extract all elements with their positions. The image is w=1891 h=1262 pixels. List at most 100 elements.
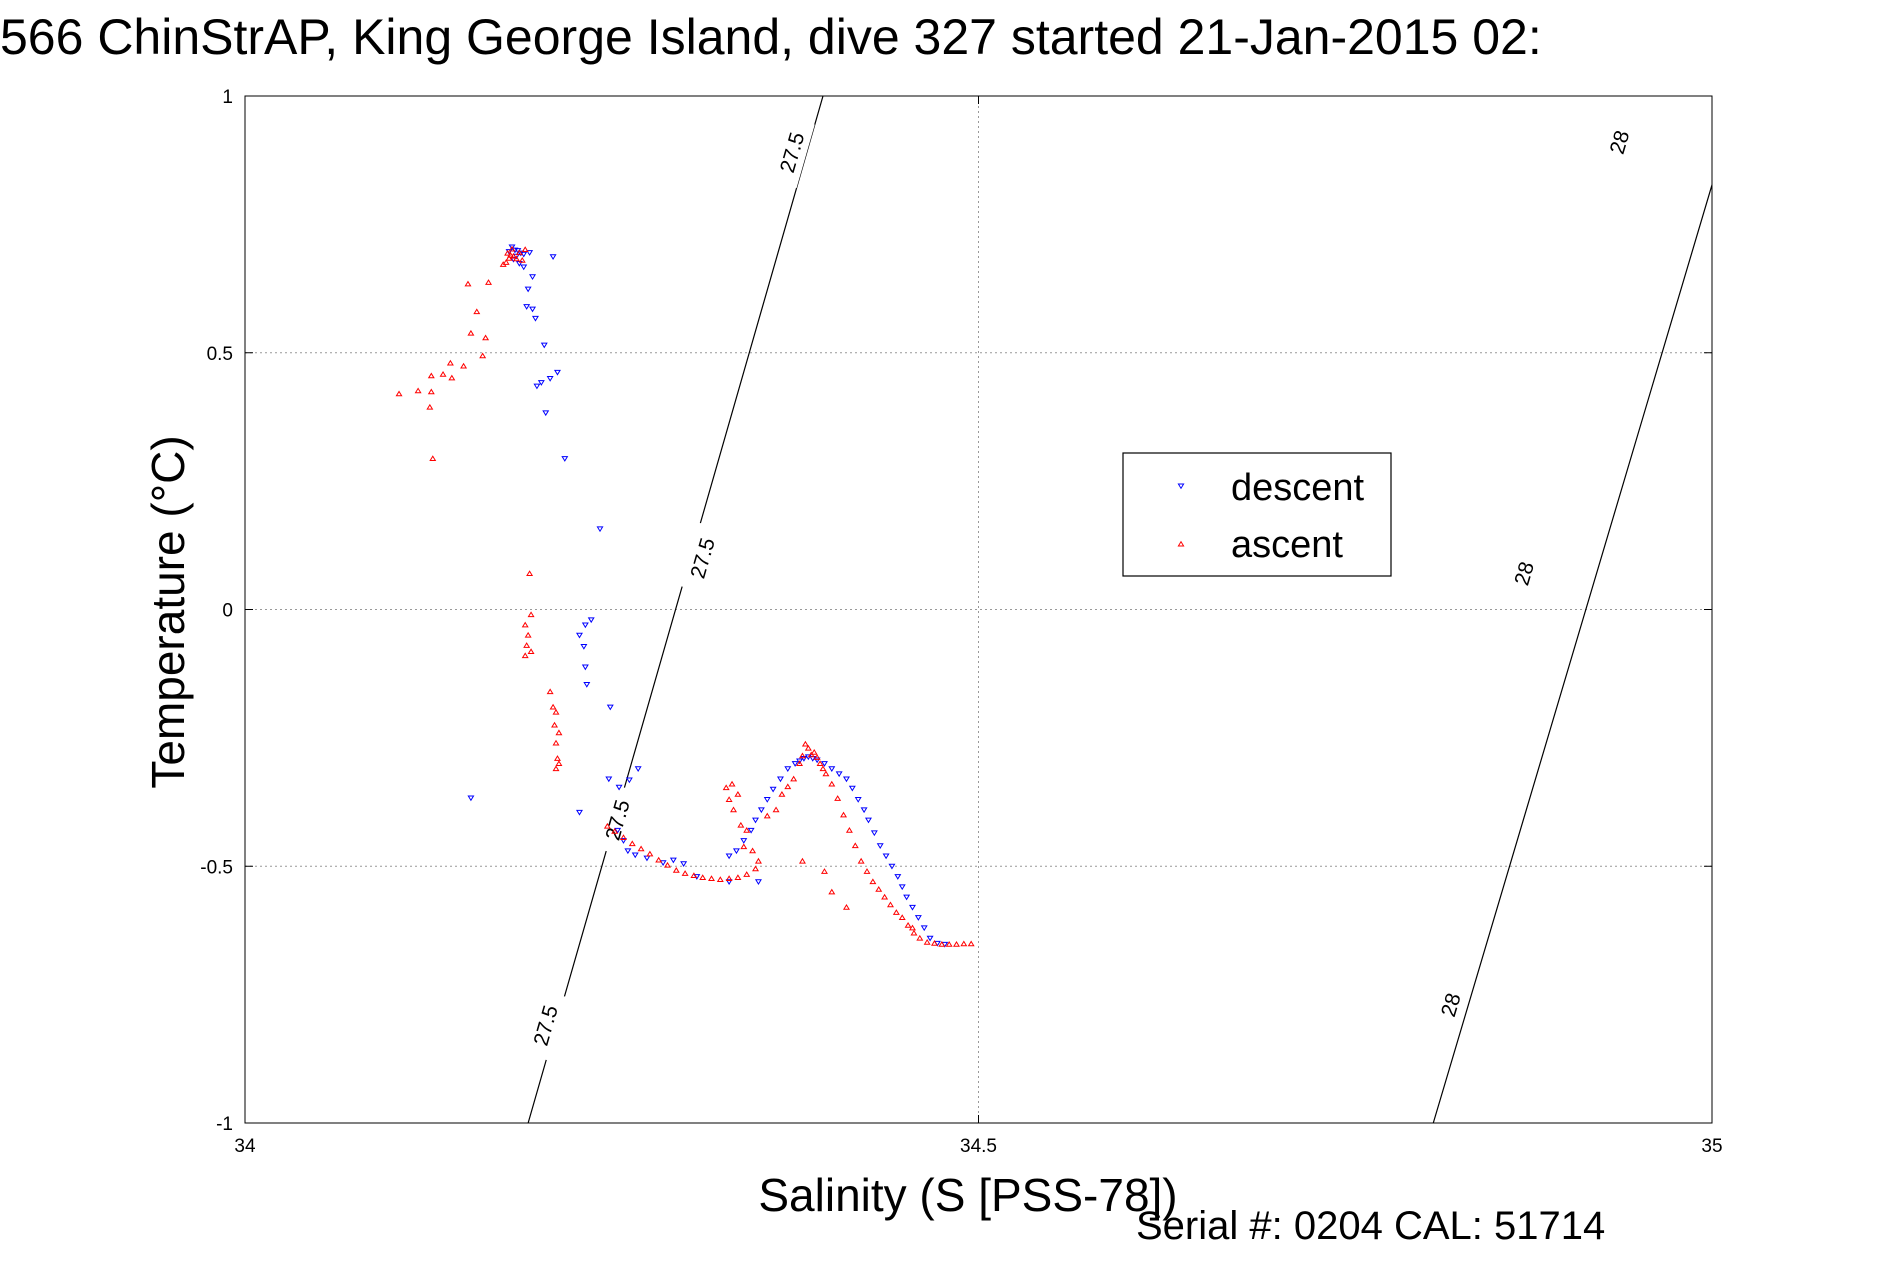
density-contour-line — [1432, 182, 1712, 1123]
descent-point — [625, 777, 633, 784]
descent-point — [854, 797, 862, 803]
ascent-point — [553, 755, 561, 761]
ascent-point — [752, 865, 760, 872]
ascent-point — [881, 893, 889, 900]
descent-point — [596, 526, 604, 533]
ascent-point — [509, 252, 517, 259]
ascent-point — [851, 842, 859, 849]
descent-point — [520, 264, 528, 271]
descent-point — [580, 644, 588, 650]
descent-point — [546, 375, 554, 382]
ascent-point — [681, 870, 689, 876]
descent-point — [757, 807, 765, 814]
contour-label-gap — [1431, 981, 1470, 1029]
contour-label-gap — [1505, 550, 1544, 597]
ascent-point — [482, 334, 490, 341]
density-contour-label: 28 — [1505, 550, 1544, 597]
descent-point — [615, 784, 623, 791]
contour-label-gap — [523, 989, 569, 1062]
ascent-point — [892, 909, 900, 915]
descent-point — [894, 874, 902, 880]
ascent-point — [708, 875, 715, 882]
ascent-point — [549, 703, 557, 710]
descent-point — [882, 853, 890, 860]
ascent-point — [655, 856, 663, 863]
ascent-point — [464, 280, 472, 287]
ascent-point — [810, 748, 818, 755]
descent-point — [531, 315, 539, 322]
descent-point — [908, 904, 916, 911]
ascent-point — [546, 688, 554, 695]
ascent-point — [819, 765, 827, 772]
serial-cal-note: Serial #: 0204 CAL: 51714 — [1136, 1204, 1606, 1248]
ascent-point — [628, 840, 636, 847]
descent-point — [605, 776, 613, 783]
ascent-point — [916, 934, 924, 941]
ascent-point — [801, 740, 809, 747]
descent-point — [813, 757, 821, 764]
y-tick-label: 1 — [222, 87, 233, 108]
ascent-point — [672, 867, 680, 873]
ascent-point — [869, 878, 877, 885]
ascent-point — [473, 308, 481, 315]
ascent-point — [523, 642, 531, 648]
axis-ticks: 34 34.5 35 -1 -0.5 0 0.5 1 — [200, 87, 1722, 1157]
ascent-point — [820, 868, 828, 874]
descent-point — [659, 860, 667, 866]
y-axis-label: Temperature (°C) — [142, 435, 194, 789]
x-tick-label: 34.5 — [960, 1136, 997, 1157]
y-tick-label: 0 — [222, 601, 233, 622]
ascent-point — [734, 874, 742, 880]
descent-point — [920, 925, 928, 932]
descent-point — [561, 456, 569, 462]
x-axis-label: Salinity (S [PSS-78]) — [758, 1169, 1178, 1221]
ascent-point — [816, 760, 824, 766]
ascent-point — [798, 857, 806, 864]
density-contour-label: 28 — [1600, 119, 1639, 166]
grid — [245, 96, 1712, 1123]
descent-point — [669, 857, 677, 864]
descent-point — [515, 260, 523, 267]
ascent-point — [728, 780, 736, 787]
descent-point — [926, 935, 934, 942]
ascent-point — [804, 744, 812, 751]
ascent-point — [904, 921, 912, 928]
contour-label-gap — [595, 784, 641, 856]
ascent-point — [842, 904, 850, 910]
descent-point — [529, 306, 537, 313]
ascent-point — [743, 827, 751, 833]
ascent-point — [754, 857, 762, 864]
ascent-point — [699, 874, 707, 880]
ascent-point — [784, 783, 792, 790]
descent-point — [820, 761, 828, 767]
ascent-point — [863, 868, 871, 874]
ascent-point — [743, 871, 751, 877]
descent-point — [776, 776, 784, 783]
descent-point — [842, 776, 850, 783]
descent-point — [467, 795, 475, 802]
descent-point — [575, 632, 583, 639]
ascent-point — [725, 796, 733, 802]
ascent-point — [734, 791, 742, 797]
ascent-point — [834, 795, 842, 801]
descent-point — [575, 809, 583, 816]
ascent-point — [857, 857, 865, 864]
ascent-point — [828, 780, 836, 787]
ascent-point — [521, 246, 529, 252]
descent-point — [619, 838, 627, 844]
descent-point — [634, 766, 642, 772]
descent-point — [526, 250, 534, 256]
descent-point — [898, 884, 906, 891]
ascent-point — [521, 652, 529, 659]
descent-point — [870, 830, 878, 837]
descent-point — [763, 797, 771, 803]
descent-point — [508, 244, 516, 251]
descent-point — [769, 786, 777, 793]
ascent-point — [527, 611, 535, 618]
ascent-point — [923, 938, 931, 945]
ascent-point — [427, 388, 435, 395]
ascent-point — [737, 821, 745, 828]
descent-point — [540, 342, 548, 349]
ascent-point — [515, 249, 523, 256]
